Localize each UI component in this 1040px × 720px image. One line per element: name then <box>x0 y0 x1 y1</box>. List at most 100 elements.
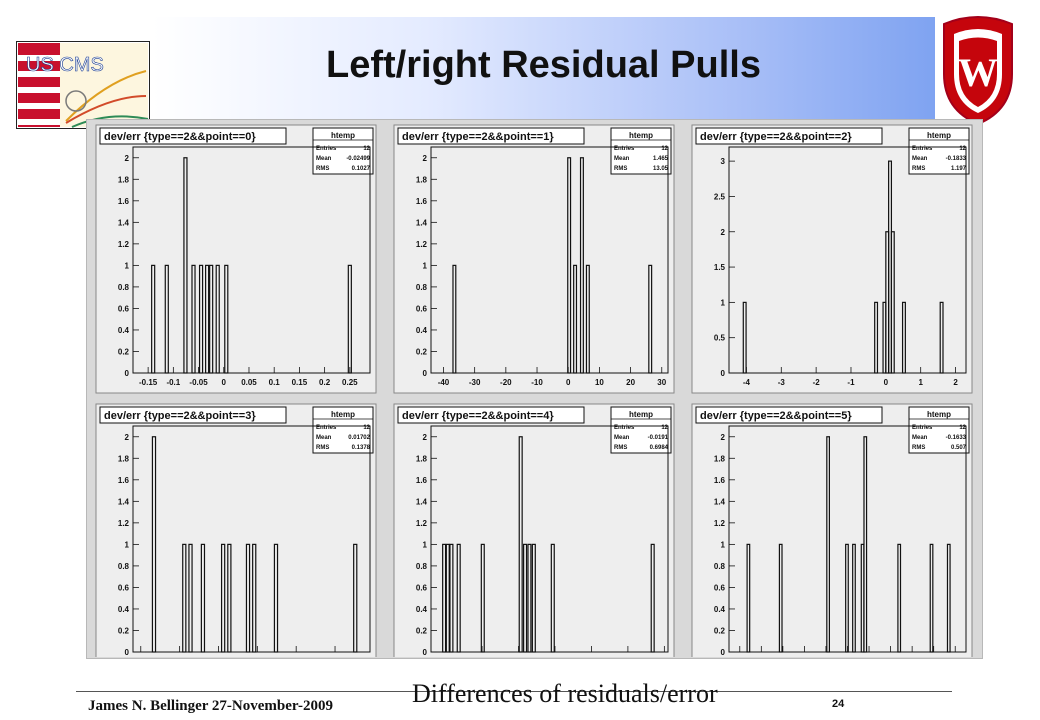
x-tick-label: 2 <box>953 378 958 387</box>
y-tick-label: 0.2 <box>714 626 726 635</box>
footer-author: James N. Bellinger 27-November-2009 <box>88 698 333 715</box>
stats-value: -0.1833 <box>946 156 967 162</box>
y-tick-label: 0.6 <box>118 304 130 313</box>
panel-title: dev/err {type==2&&point==3} <box>104 410 256 422</box>
histogram-panel-4: dev/err {type==2&&point==4} htempEntries 1… <box>394 404 674 657</box>
y-tick-label: 2 <box>721 228 726 237</box>
stats-value: 0.1027 <box>352 166 371 172</box>
y-tick-label: 1 <box>125 540 130 549</box>
y-tick-label: 0.8 <box>714 562 726 571</box>
stats-value: 0.507 <box>951 445 967 451</box>
y-tick-label: 0.5 <box>714 334 726 343</box>
y-tick-label: 1.8 <box>416 175 428 184</box>
stats-name: htemp <box>927 410 951 419</box>
y-tick-label: 1 <box>423 540 428 549</box>
stats-value: 0.1378 <box>352 445 371 451</box>
histogram-panels: dev/err {type==2&&point==0} htempEntries 1… <box>86 119 981 657</box>
x-tick-label: 0.05 <box>241 378 257 387</box>
x-tick-label: -0.15 <box>139 378 158 387</box>
stats-label: Mean <box>912 156 928 162</box>
y-tick-label: 0.8 <box>118 562 130 571</box>
histogram-panel-2: dev/err {type==2&&point==2} htemp Entries 1… <box>692 125 972 393</box>
y-tick-label: 1.6 <box>118 197 130 206</box>
histogram-panel-1: dev/err {type==2&&point==1} htemp Entries 1… <box>394 125 674 393</box>
histogram-panel-3: dev/err {type==2&&point==3} htempEntries 1… <box>96 404 376 657</box>
footer-caption: Differences of residuals/error <box>412 679 718 709</box>
y-tick-label: 0.2 <box>118 626 130 635</box>
x-tick-label: 1 <box>918 378 923 387</box>
stats-label: RMS <box>912 166 925 172</box>
y-tick-label: 1.6 <box>714 476 726 485</box>
stats-label: Mean <box>316 156 332 162</box>
panel-title: dev/err {type==2&&point==5} <box>700 410 852 422</box>
x-tick-label: -3 <box>778 378 786 387</box>
x-tick-label: 0 <box>222 378 227 387</box>
y-tick-label: 1.4 <box>714 497 726 506</box>
x-tick-label: 0.1 <box>269 378 281 387</box>
stats-name: htemp <box>331 410 355 419</box>
y-tick-label: 1.4 <box>118 218 130 227</box>
x-tick-label: 20 <box>626 378 635 387</box>
stats-label: RMS <box>614 166 627 172</box>
stats-value: -0.0191 <box>648 435 669 441</box>
x-tick-label: 30 <box>657 378 666 387</box>
y-tick-label: 0.8 <box>118 283 130 292</box>
stats-value: 1.465 <box>653 156 669 162</box>
y-tick-label: 1 <box>423 261 428 270</box>
stats-name: htemp <box>927 131 951 140</box>
x-tick-label: 0.2 <box>319 378 331 387</box>
y-tick-label: 0.8 <box>416 562 428 571</box>
stats-label: RMS <box>912 445 925 451</box>
y-tick-label: 1.4 <box>118 497 130 506</box>
y-tick-label: 1.4 <box>416 218 428 227</box>
stats-name: htemp <box>629 131 653 140</box>
page-number: 24 <box>832 698 844 710</box>
y-tick-label: 0.4 <box>416 326 428 335</box>
y-tick-label: 1 <box>721 540 726 549</box>
y-tick-label: 1.8 <box>416 454 428 463</box>
stats-label: Mean <box>614 156 630 162</box>
y-tick-label: 0.2 <box>416 347 428 356</box>
y-tick-label: 1.2 <box>416 519 428 528</box>
y-tick-label: 0.8 <box>416 283 428 292</box>
y-tick-label: 0.6 <box>416 304 428 313</box>
y-tick-label: 0.6 <box>416 583 428 592</box>
y-tick-label: 2 <box>423 433 428 442</box>
y-tick-label: 1.6 <box>416 197 428 206</box>
y-tick-label: 1.2 <box>714 519 726 528</box>
y-tick-label: 0.2 <box>118 347 130 356</box>
x-tick-label: -40 <box>438 378 450 387</box>
us-cms-logo: US CMS <box>16 41 150 129</box>
y-tick-label: 0.6 <box>118 583 130 592</box>
y-tick-label: 1.8 <box>118 454 130 463</box>
y-tick-label: 1.6 <box>416 476 428 485</box>
stats-value: -0.02499 <box>346 156 370 162</box>
uw-logo-letter: W <box>958 50 998 95</box>
y-tick-label: 1.8 <box>118 175 130 184</box>
x-tick-label: -4 <box>743 378 751 387</box>
uw-crest-logo: W <box>934 14 1022 126</box>
panel-title: dev/err {type==2&&point==2} <box>700 131 852 143</box>
y-tick-label: 0.4 <box>118 326 130 335</box>
histogram-panel-0: dev/err {type==2&&point==0} htemp Entries 1… <box>96 125 376 393</box>
x-tick-label: -0.1 <box>166 378 180 387</box>
x-tick-label: 0.15 <box>292 378 308 387</box>
panel-title: dev/err {type==2&&point==1} <box>402 131 554 143</box>
y-tick-label: 2 <box>125 154 130 163</box>
stats-value: -0.1633 <box>946 435 967 441</box>
y-tick-label: 0 <box>125 648 130 657</box>
panel-title: dev/err {type==2&&point==0} <box>104 131 256 143</box>
stats-label: Mean <box>912 435 928 441</box>
x-tick-label: -20 <box>500 378 512 387</box>
y-tick-label: 1.2 <box>118 240 130 249</box>
y-tick-label: 1.4 <box>416 497 428 506</box>
y-tick-label: 0.6 <box>714 583 726 592</box>
x-tick-label: -30 <box>469 378 481 387</box>
stats-name: htemp <box>331 131 355 140</box>
stats-value: 1.197 <box>951 166 967 172</box>
x-tick-label: 0 <box>884 378 889 387</box>
stats-value: 13.05 <box>653 166 669 172</box>
y-tick-label: 0 <box>423 648 428 657</box>
slide-title: Left/right Residual Pulls <box>152 44 935 87</box>
y-tick-label: 2 <box>721 433 726 442</box>
